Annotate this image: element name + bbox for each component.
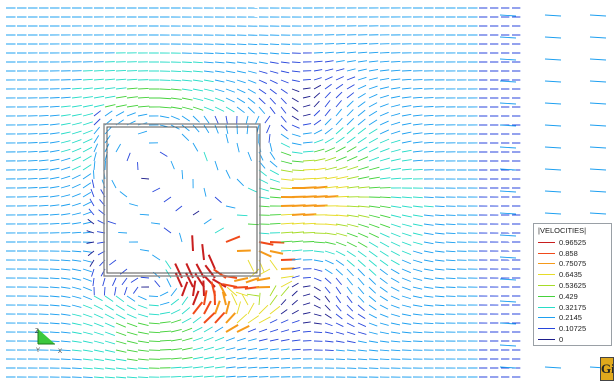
legend-title: |VELOCITIES| (538, 226, 587, 235)
legend-entry: 0.10725 (538, 323, 608, 334)
legend-entry: 0.429 (538, 291, 608, 302)
legend-entry: 0.96525 (538, 237, 608, 248)
axis-y-label: Y (36, 348, 40, 354)
axis-x-label: X (58, 349, 62, 355)
legend-label: 0.96525 (559, 237, 587, 247)
legend-swatch (538, 241, 555, 243)
square-obstacle (103, 123, 261, 277)
legend-swatch (538, 263, 555, 265)
legend-label: 0.10725 (559, 324, 587, 334)
legend-swatch (538, 274, 555, 276)
legend-entries: 0.96525 0.858 0.75075 0.6435 0.53625 0.429 0.3… (538, 237, 608, 345)
velocity-legend: |VELOCITIES| 0.96525 0.858 0.75075 0.6435 0.… (533, 223, 612, 346)
legend-entry: 0.858 (538, 248, 608, 259)
axis-z-label: Z (35, 329, 39, 335)
legend-swatch (538, 328, 555, 330)
legend-label: 0.53625 (559, 281, 587, 291)
legend-label: 0.6435 (559, 270, 582, 280)
legend-swatch (538, 339, 555, 341)
legend-label: 0.2145 (559, 313, 582, 323)
legend-entry: 0 (538, 334, 608, 345)
legend-entry: 0.32175 (538, 302, 608, 313)
gid-logo-icon: GiD (600, 357, 614, 381)
legend-entry: 0.6435 (538, 269, 608, 280)
legend-label: 0.75075 (559, 259, 587, 269)
velocity-arrows (5, 7, 607, 379)
legend-swatch (538, 317, 555, 319)
legend-swatch (538, 295, 555, 297)
legend-entry: 0.75075 (538, 259, 608, 270)
legend-swatch (538, 285, 555, 287)
legend-swatch (538, 306, 555, 308)
legend-label: 0.858 (559, 248, 578, 258)
legend-swatch (538, 252, 555, 254)
axes-triad-icon: Z Y X (35, 329, 62, 355)
legend-label: 0.429 (559, 291, 578, 301)
legend-label: 0 (559, 335, 564, 345)
legend-label: 0.32175 (559, 302, 587, 312)
legend-entry: 0.2145 (538, 313, 608, 324)
legend-entry: 0.53625 (538, 280, 608, 291)
